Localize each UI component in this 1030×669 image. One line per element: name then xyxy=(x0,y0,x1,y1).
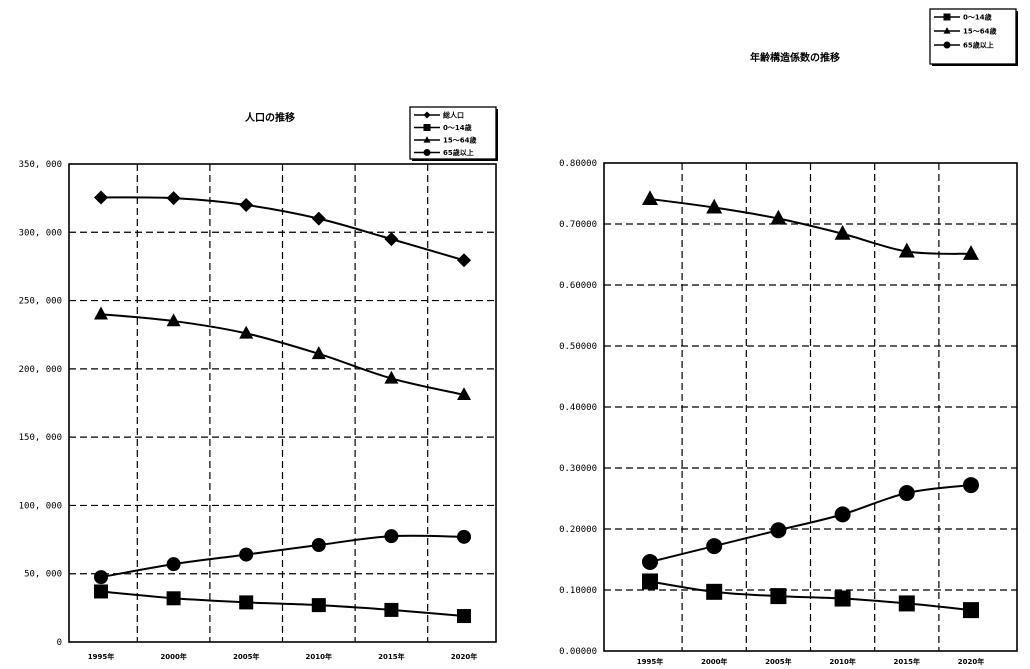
chart2-x-tick-label: 2000年 xyxy=(701,657,727,666)
chart2-data-point xyxy=(706,198,723,214)
chart2-x-tick-label: 2005年 xyxy=(765,657,791,666)
chart1-data-point xyxy=(384,602,399,617)
chart2-data-point xyxy=(963,602,979,619)
chart2-data-point xyxy=(642,190,658,205)
chart1-data-point xyxy=(94,190,108,205)
chart2-data-point xyxy=(834,224,851,240)
chart2-y-tick-label: 0.70000 xyxy=(559,220,597,230)
chart2-x-tick-label: 1995年 xyxy=(637,657,663,666)
chart1-y-tick-label: 300, 000 xyxy=(19,228,62,238)
chart2-data-point xyxy=(770,522,787,539)
chart2-legend-marker xyxy=(943,27,951,34)
chart1-y-tick-label: 250, 000 xyxy=(19,297,62,307)
chart2-x-tick-label: 2015年 xyxy=(894,657,920,666)
chart2-data-point xyxy=(642,573,658,590)
chart1-y-tick-label: 350, 000 xyxy=(19,160,62,170)
chart1-data-point xyxy=(239,325,254,339)
chart1-data-point xyxy=(457,387,471,401)
chart2-y-tick-label: 0.40000 xyxy=(559,403,597,413)
chart1-data-point xyxy=(166,191,181,206)
chart2-y-tick-label: 0.30000 xyxy=(559,464,597,474)
chart2-y-tick-label: 0.50000 xyxy=(559,342,597,352)
chart2-data-point xyxy=(706,538,723,555)
chart1-legend-label: 総人口 xyxy=(443,111,464,120)
chart2-data-point xyxy=(770,209,787,225)
chart2-data-point xyxy=(963,245,979,260)
chart1-data-point xyxy=(166,313,181,327)
chart1-legend-label: 65歳以上 xyxy=(443,148,474,157)
chart2-data-point xyxy=(834,590,851,607)
chart1-x-tick-label: 2005年 xyxy=(233,652,259,661)
chart2-legend-label: 15〜64歳 xyxy=(963,27,996,36)
chart2-legend-marker xyxy=(943,13,951,21)
chart2-data-point xyxy=(642,553,658,570)
chart1-series-line xyxy=(100,196,465,262)
chart2-y-tick-label: 0.80000 xyxy=(559,159,597,169)
chart1-data-point xyxy=(384,529,399,544)
chart2-legend-label: 0〜14歳 xyxy=(963,13,992,22)
chart1-data-point xyxy=(457,609,471,624)
chart1-legend-label: 0〜14歳 xyxy=(443,123,472,132)
chart1-x-tick-label: 1995年 xyxy=(88,652,114,661)
chart1-x-tick-label: 2015年 xyxy=(378,652,404,661)
chart1-title: 人口の推移 xyxy=(245,111,295,124)
chart1-data-point xyxy=(384,232,399,247)
chart1-legend-marker xyxy=(423,136,431,143)
chart1-y-tick-label: 150, 000 xyxy=(19,433,62,443)
chart2-data-point xyxy=(898,485,915,502)
chart2-data-point xyxy=(898,595,915,612)
chart2-y-tick-label: 0.00000 xyxy=(559,647,597,657)
chart2-x-tick-label: 2020年 xyxy=(958,657,984,666)
chart2-legend-label: 65歳以上 xyxy=(963,41,994,50)
chart2-series-line xyxy=(649,197,972,255)
chart1-data-point xyxy=(239,595,254,610)
chart2-title: 年齢構造係数の推移 xyxy=(750,51,840,64)
chart1-data-point xyxy=(457,253,471,268)
chart2-data-point xyxy=(963,477,979,494)
chart2-y-tick-label: 0.60000 xyxy=(559,281,597,291)
chart1-x-tick-label: 2010年 xyxy=(306,652,332,661)
chart2-y-tick-label: 0.20000 xyxy=(559,525,597,535)
chart1-legend-label: 15〜64歳 xyxy=(443,136,476,145)
chart2-x-tick-label: 2010年 xyxy=(829,657,855,666)
chart1-data-point xyxy=(384,370,399,384)
chart1-series-line xyxy=(100,590,465,618)
chart1-data-point xyxy=(311,598,326,613)
chart2-data-point xyxy=(706,583,723,600)
chart1-legend-marker xyxy=(423,124,431,131)
chart1-y-tick-label: 50, 000 xyxy=(24,570,62,580)
chart2-data-point xyxy=(898,242,915,258)
chart2-data-point xyxy=(770,588,787,605)
chart2-y-tick-label: 0.10000 xyxy=(559,586,597,596)
chart1-data-point xyxy=(239,547,254,562)
chart1-data-point xyxy=(311,538,326,553)
chart1-data-point xyxy=(239,197,254,212)
chart2-data-point xyxy=(834,506,851,523)
chart1-x-tick-label: 2020年 xyxy=(451,652,477,661)
chart1-data-point xyxy=(457,529,471,544)
chart1-legend-marker xyxy=(423,111,431,119)
chart1-data-point xyxy=(166,591,181,606)
chart1-data-point xyxy=(94,570,108,585)
chart1-y-tick-label: 100, 000 xyxy=(19,501,62,511)
chart1-data-point xyxy=(311,346,326,360)
chart1-x-tick-label: 2000年 xyxy=(160,652,186,661)
chart1-data-point xyxy=(166,557,181,572)
chart1-data-point xyxy=(94,584,108,599)
chart1-data-point xyxy=(94,306,108,320)
chart1-y-tick-label: 200, 000 xyxy=(19,365,62,375)
chart1-data-point xyxy=(311,211,326,226)
chart1-y-tick-label: 0 xyxy=(57,638,62,648)
chart1-legend-marker xyxy=(423,149,431,156)
chart1-series-line xyxy=(100,313,465,396)
chart2-legend-marker xyxy=(943,41,951,49)
chart1-series-line xyxy=(100,534,465,579)
